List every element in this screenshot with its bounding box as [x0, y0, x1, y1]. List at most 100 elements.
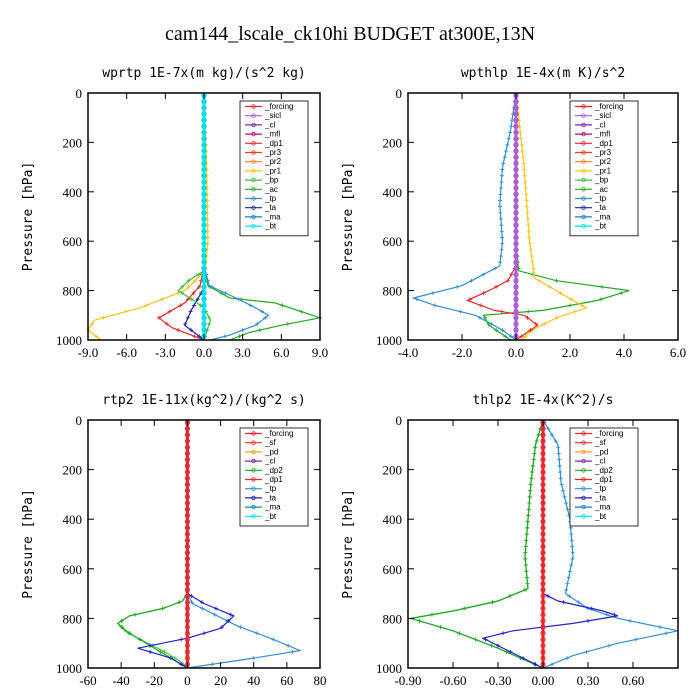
series-marker	[513, 216, 519, 222]
legend-label: _tp	[594, 484, 607, 493]
series-marker	[184, 506, 191, 512]
series-marker	[498, 186, 503, 191]
series-marker	[518, 136, 523, 141]
y-tick-label: 400	[383, 185, 403, 200]
series-marker	[562, 494, 567, 499]
legend-marker	[581, 104, 586, 109]
series-marker	[184, 469, 191, 475]
y-tick-label: 800	[63, 284, 83, 299]
y-tick-label: 0	[396, 86, 403, 101]
x-tick-label: -2.0	[452, 345, 473, 360]
series-marker	[526, 309, 531, 314]
series-marker	[540, 587, 546, 593]
series-marker	[500, 328, 505, 333]
series-marker	[192, 334, 197, 339]
series-marker	[540, 593, 546, 599]
series-marker	[599, 297, 604, 302]
series-marker	[184, 475, 191, 481]
series-marker	[568, 569, 572, 574]
x-tick-label: 9.0	[312, 345, 328, 360]
series-marker	[201, 247, 207, 253]
series-marker	[184, 537, 191, 543]
legend-label: _bp	[594, 176, 609, 185]
legend-label: _bt	[594, 512, 607, 521]
series-marker	[509, 124, 514, 129]
legend-marker	[251, 468, 256, 473]
series-marker	[513, 99, 519, 105]
series-marker	[184, 630, 191, 636]
series-line	[183, 93, 205, 341]
series-marker	[513, 148, 519, 154]
y-axis-label: Pressure [hPa]	[21, 162, 36, 272]
series-marker	[513, 154, 519, 160]
legend-label: _pr2	[594, 157, 612, 166]
series-line	[515, 92, 588, 341]
series-marker	[285, 321, 290, 326]
series-marker	[513, 185, 519, 191]
series-marker	[189, 328, 194, 333]
panel-2: wpthlp 1E-4x(m K)/s^2 Pressure [hPa] -4.0 -…	[341, 66, 686, 360]
legend-marker	[251, 514, 256, 519]
legend-marker	[581, 113, 586, 118]
series-marker	[540, 457, 546, 463]
series-marker	[201, 228, 207, 234]
legend-label: _pr1	[594, 166, 612, 175]
series-marker	[184, 618, 191, 624]
series-marker	[540, 494, 546, 500]
legend-label: _pr1	[264, 166, 282, 175]
series-marker	[540, 574, 546, 581]
series-marker	[286, 643, 291, 648]
legend-label: _ac	[594, 185, 608, 194]
x-tick-label: 0	[184, 673, 191, 688]
series-marker	[469, 278, 474, 283]
series-marker	[496, 643, 500, 648]
series-marker	[237, 334, 242, 339]
series-marker	[186, 284, 191, 289]
series-marker	[506, 136, 511, 141]
legend-label: _ac	[264, 185, 278, 194]
legend-marker	[581, 168, 586, 174]
series-marker	[584, 649, 589, 654]
series-marker	[201, 278, 207, 284]
series-marker	[513, 173, 519, 179]
legend-marker	[251, 177, 256, 183]
series-marker	[540, 537, 546, 543]
y-tick-label: 600	[383, 562, 403, 577]
legend-marker	[251, 214, 256, 220]
series-marker	[184, 426, 191, 432]
series-marker	[186, 278, 191, 283]
legend-marker	[251, 131, 256, 137]
series-marker	[569, 563, 574, 568]
series-marker	[528, 482, 533, 487]
x-tick-label: -40	[112, 673, 129, 688]
x-tick-label: 3.0	[235, 345, 251, 360]
series-marker	[199, 600, 204, 605]
series-marker	[197, 284, 202, 289]
x-tick-label: -9.0	[78, 345, 99, 360]
legend-label: _ta	[594, 493, 607, 502]
series-marker	[540, 605, 546, 612]
panels: wprtp 1E-7x(m kg)/(s^2 kg) Pressure [hPa]…	[21, 66, 686, 688]
series-marker	[184, 450, 191, 457]
series-marker	[634, 637, 638, 642]
series-marker	[565, 507, 570, 512]
legend-label: _pd	[264, 447, 278, 456]
series-marker	[540, 568, 546, 574]
series-marker	[158, 649, 163, 654]
series-marker	[236, 297, 241, 302]
series-marker	[210, 662, 215, 667]
series-marker	[565, 656, 569, 661]
y-tick-label: 200	[63, 463, 83, 478]
series-marker	[498, 198, 503, 203]
series-marker	[569, 297, 574, 302]
legend-label: _bp	[264, 176, 279, 185]
series-marker	[457, 631, 462, 636]
legend-box	[239, 100, 309, 237]
legend-marker	[581, 177, 586, 183]
series-marker	[513, 290, 519, 296]
legend: _forcing_sf_pd_cl_dp2_dp1_tp_ta_ma_bt	[239, 427, 309, 527]
series-marker	[579, 303, 584, 308]
series-marker	[209, 284, 214, 289]
series-marker	[263, 315, 268, 320]
series-marker	[619, 291, 624, 296]
